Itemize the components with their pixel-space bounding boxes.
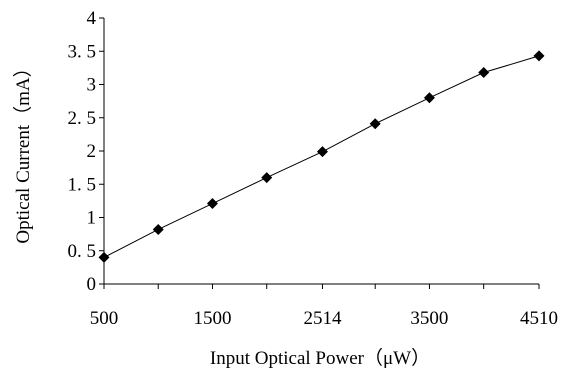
x-axis: 500 1500 2514 3500 4510 xyxy=(90,283,558,329)
y-tick-label: 1 xyxy=(87,208,97,229)
data-point xyxy=(478,67,490,79)
x-tick-label: 2514 xyxy=(303,308,342,329)
data-point xyxy=(316,146,328,158)
y-tick-label: 0. 5 xyxy=(68,241,97,262)
series-line xyxy=(103,55,540,258)
data-point xyxy=(152,223,164,235)
data-point xyxy=(98,251,110,263)
y-tick-label: 3. 5 xyxy=(68,41,97,62)
x-tick-label: 3500 xyxy=(410,308,448,329)
data-point xyxy=(533,50,545,62)
data-point xyxy=(423,92,435,104)
y-tick-label: 2. 5 xyxy=(68,108,97,129)
data-point xyxy=(206,198,218,210)
data-point xyxy=(261,172,273,184)
x-tick-label: 4510 xyxy=(520,308,558,329)
x-axis-title: Input Optical Power（μW） xyxy=(210,347,430,369)
series-layer xyxy=(98,50,545,263)
data-point xyxy=(369,118,381,130)
x-tick-label: 500 xyxy=(90,308,119,329)
x-tick-label: 1500 xyxy=(193,308,231,329)
y-tick-label: 2 xyxy=(87,141,97,162)
y-tick-label: 1. 5 xyxy=(68,174,97,195)
y-axis-title: Optical Current（mA） xyxy=(12,58,34,243)
y-tick-label: 4 xyxy=(87,8,97,29)
y-axis: 0 0. 5 1 1. 5 2 2. 5 3 3. 5 4 xyxy=(68,8,105,295)
y-tick-label: 0 xyxy=(87,274,97,295)
y-tick-label: 3 xyxy=(87,75,97,96)
